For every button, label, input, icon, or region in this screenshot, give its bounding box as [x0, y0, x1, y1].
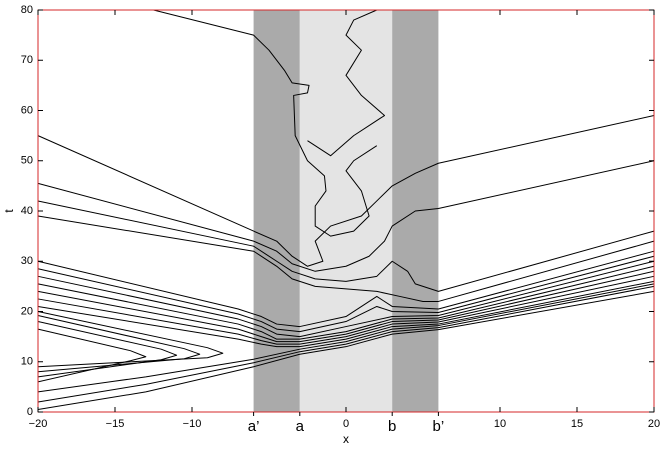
- marker-label: a’: [248, 418, 260, 435]
- contour-line: [37, 215, 655, 302]
- x-tick-label: −20: [29, 418, 48, 430]
- contour-line: [37, 311, 224, 368]
- contour-line: [37, 160, 655, 272]
- contour-line: [37, 315, 201, 373]
- y-axis-label: t: [2, 209, 16, 213]
- contour-line: [37, 290, 655, 410]
- x-tick-label: 20: [648, 418, 660, 430]
- band: [253, 10, 300, 412]
- x-axis-label: x: [343, 432, 349, 446]
- y-tick-label: 10: [21, 356, 33, 368]
- contour-line: [37, 260, 655, 338]
- y-tick-label: 30: [21, 255, 33, 267]
- y-tick-label: 80: [21, 4, 33, 16]
- y-tick-label: 60: [21, 104, 33, 116]
- marker-label: b: [388, 418, 396, 435]
- y-tick-label: 50: [21, 155, 33, 167]
- contour-line: [37, 265, 655, 340]
- contour-line: [307, 9, 385, 157]
- contour-line: [37, 328, 147, 383]
- contour-line: [37, 200, 655, 292]
- contour-line: [37, 321, 178, 378]
- contour-line: [37, 255, 655, 333]
- contour-line: [37, 270, 655, 343]
- contour-line: [37, 283, 655, 393]
- contour-line: [37, 275, 655, 345]
- x-tick-label: 0: [343, 418, 349, 430]
- x-tick-label: −15: [106, 418, 125, 430]
- y-tick-label: 20: [21, 305, 33, 317]
- contour-line: [37, 280, 655, 348]
- contour-line: [37, 115, 655, 267]
- x-tick-label: −10: [183, 418, 202, 430]
- y-tick-label: 40: [21, 205, 33, 217]
- y-tick-label: 0: [27, 406, 33, 418]
- x-tick-label: 10: [494, 418, 506, 430]
- contour-line: [37, 250, 655, 328]
- marker-label: b’: [433, 418, 445, 435]
- x-tick-label: 15: [571, 418, 583, 430]
- marker-label: a: [296, 418, 305, 435]
- contour-line: [37, 285, 655, 403]
- y-tick-label: 70: [21, 54, 33, 66]
- contour-line: [153, 9, 378, 237]
